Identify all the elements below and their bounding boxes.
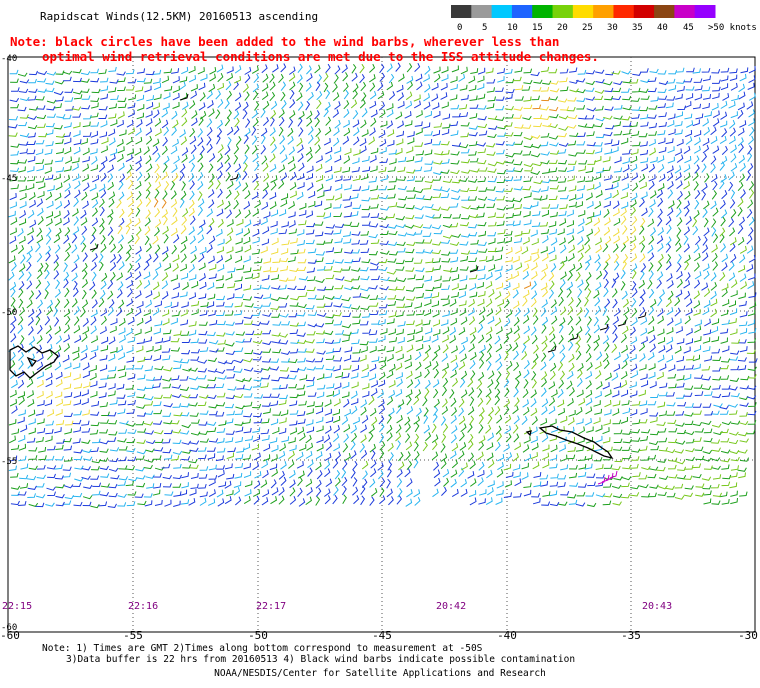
strong-wind-barb [597,476,606,485]
legend-label: 30 [607,23,618,33]
barb-group [8,63,757,507]
time-label: 22:16 [128,601,158,612]
coastline-south-georgia [538,425,614,460]
barb-group [153,96,559,289]
time-labels: 22:15 22:16 22:17 20:42 20:43 [2,601,672,612]
legend-swatch [491,5,513,18]
legend-swatch [633,5,655,18]
legend-swatch [674,5,696,18]
lon-label: -60 [0,629,20,642]
legend-label: 35 [632,23,643,33]
legend-label: 5 [482,23,487,33]
legend-label: 25 [582,23,593,33]
strong-wind-barb [605,472,614,481]
legend-swatch [552,5,574,18]
lat-label: -40 [1,54,17,64]
contaminated-barb [617,319,627,327]
time-label: 20:43 [642,601,672,612]
contaminated-barb [637,311,647,319]
strong-wind-barb [609,470,618,479]
contaminated-barb [89,243,99,251]
latitude-labels: -40 -45 -50 -55 -60 [1,54,17,633]
coastline-shag-rocks [525,430,532,437]
lon-label: -40 [497,629,517,642]
speed-legend: 0 5 10 15 20 25 30 35 40 45 >50 knots [451,5,757,33]
legend-swatch [511,5,533,18]
coastlines [9,345,614,460]
contaminated-barb [469,265,479,273]
legend-label: 0 [457,23,462,33]
coastline-falklands-islet [26,356,38,368]
footnote-line1: Note: 1) Times are GMT 2)Times along bot… [42,643,483,654]
lon-label: -35 [621,629,641,642]
lat-label: -50 [1,308,17,318]
legend-label: 40 [657,23,668,33]
warning-note-line1: Note: black circles have been added to t… [10,34,559,49]
legend-label: 10 [507,23,518,33]
coastline-falklands [9,345,59,379]
map-title: Rapidscat Winds(12.5KM) 20160513 ascendi… [40,10,318,23]
contaminated-barb [569,333,579,341]
contaminated-barb [599,323,609,331]
time-label: 20:42 [436,601,466,612]
legend-label: 45 [683,23,694,33]
legend-label: >50 knots [708,23,757,33]
legend-swatch [694,5,716,18]
contaminated-barb [179,93,189,101]
barb-group [8,63,757,509]
lon-label: -50 [248,629,268,642]
time-label: 22:17 [256,601,286,612]
barb-group [36,77,646,426]
footnote-line2: 3)Data buffer is 22 hrs from 20160513 4)… [66,654,575,665]
strong-wind-barb [601,474,610,483]
lat-label: -55 [1,457,17,467]
warning-note-line2: optimal wind retrieval conditions are me… [42,49,599,64]
barb-group [8,63,757,506]
longitude-labels: -60 -55 -50 -45 -40 -35 -30 [0,629,758,642]
credit-line: NOAA/NESDIS/Center for Satellite Applica… [214,668,546,679]
wind-barbs [8,62,758,509]
legend-swatch [471,5,493,18]
legend-swatch [654,5,675,18]
lat-label: -45 [1,174,17,184]
lon-label: -55 [123,629,143,642]
lon-label: -30 [738,629,758,642]
legend-swatch [451,5,472,18]
time-label: 22:15 [2,601,32,612]
legend-label: 15 [532,23,543,33]
contaminated-barb [229,173,239,181]
legend-label: 20 [557,23,568,33]
lon-label: -45 [372,629,392,642]
legend-swatch [532,5,554,18]
barb-group [8,62,758,509]
legend-swatch [572,5,594,18]
legend-swatch [613,5,635,18]
contaminated-barb [547,345,557,353]
legend-swatch [593,5,614,18]
lat-label: -60 [1,623,17,633]
